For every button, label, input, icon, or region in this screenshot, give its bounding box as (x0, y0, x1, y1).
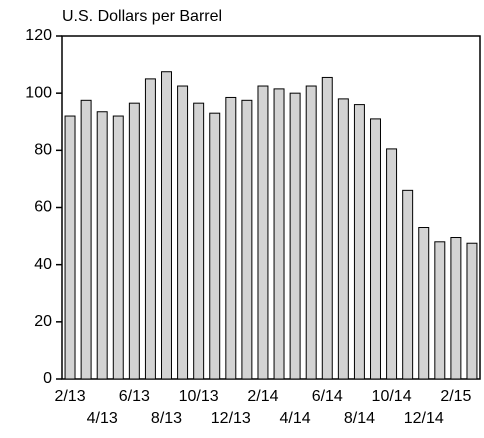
y-tick-label: 80 (34, 142, 52, 159)
x-tick-label: 2/15 (440, 388, 471, 405)
bar (402, 189, 414, 380)
x-tick-label: 2/13 (54, 388, 85, 405)
bar (273, 88, 285, 380)
y-tick-label: 0 (43, 370, 52, 387)
x-tick-label: 8/13 (151, 410, 182, 427)
bar (80, 99, 92, 380)
x-tick-label: 8/14 (344, 410, 375, 427)
bar (289, 92, 301, 380)
bar (241, 99, 253, 380)
x-tick-label: 12/14 (404, 410, 444, 427)
bar (353, 104, 365, 380)
bar (386, 148, 398, 380)
y-tick-label: 100 (25, 84, 52, 101)
bar (144, 78, 156, 380)
bar (305, 85, 317, 380)
y-tick-label: 40 (34, 256, 52, 273)
plot-frame (61, 35, 481, 380)
y-tick-label: 20 (34, 313, 52, 330)
x-tick-label: 12/13 (211, 410, 251, 427)
bar (434, 241, 446, 380)
bar (64, 115, 76, 380)
bar (418, 227, 430, 380)
bar (112, 115, 124, 380)
x-tick-label: 4/13 (87, 410, 118, 427)
bar (96, 111, 108, 380)
bar (337, 98, 349, 380)
x-tick-label: 6/13 (119, 388, 150, 405)
bar (161, 71, 172, 380)
y-tick-label: 120 (25, 27, 52, 44)
x-tick-label: 10/14 (372, 388, 412, 405)
bar (466, 242, 478, 380)
bar (450, 237, 462, 380)
bar (209, 112, 221, 380)
x-tick-label: 4/14 (280, 410, 311, 427)
bar (177, 85, 189, 380)
x-tick-label: 6/14 (312, 388, 343, 405)
bar (225, 96, 237, 380)
chart-title: U.S. Dollars per Barrel (62, 8, 222, 25)
bar (193, 102, 205, 380)
bar (128, 102, 140, 380)
x-tick-label: 10/13 (179, 388, 219, 405)
y-tick-label: 60 (34, 199, 52, 216)
bar (370, 118, 381, 380)
x-tick-label: 2/14 (247, 388, 278, 405)
bar (321, 76, 333, 380)
bar (257, 85, 269, 380)
